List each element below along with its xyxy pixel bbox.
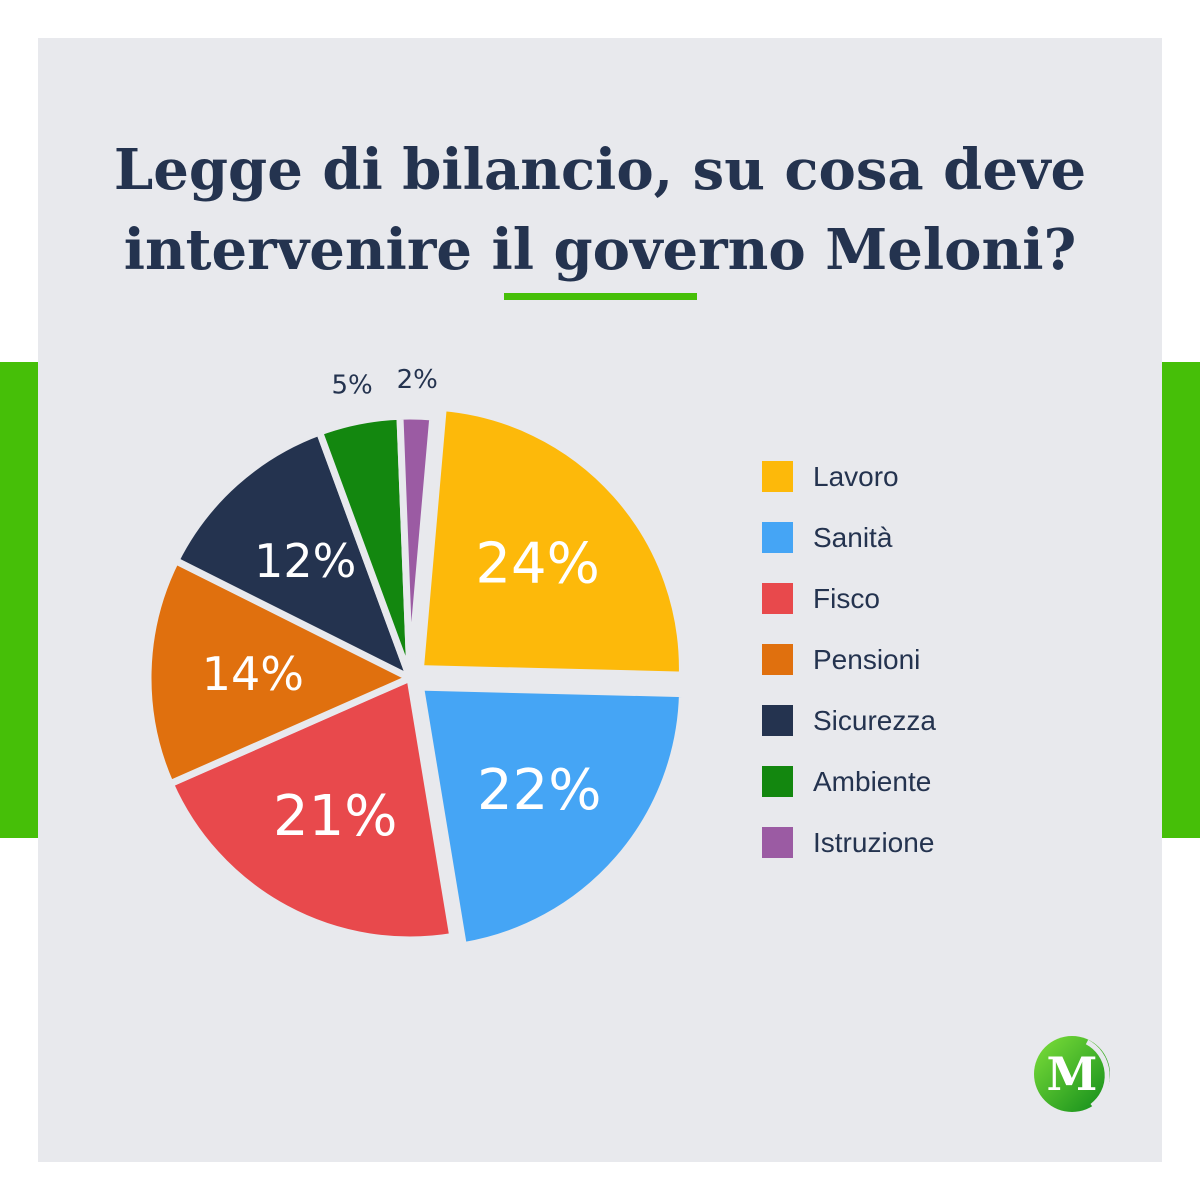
slice-label-pensioni: 14% bbox=[202, 647, 304, 701]
chart-card: Legge di bilancio, su cosa deve interven… bbox=[38, 38, 1162, 1162]
slice-label-fisco: 21% bbox=[273, 784, 397, 849]
logo-circle-icon bbox=[1034, 1036, 1110, 1112]
pie-slice-fisco bbox=[166, 674, 457, 944]
legend-item-lavoro: Lavoro bbox=[762, 446, 936, 507]
pie-chart: 24% 22% 21% 14% 12% 5% 2% bbox=[144, 365, 686, 950]
pie-slice-pensioni bbox=[144, 557, 414, 788]
left-accent-bar bbox=[0, 362, 40, 838]
legend-item-pensioni: Pensioni bbox=[762, 629, 936, 690]
pie-slice-sanita bbox=[417, 683, 686, 950]
slice-label-lavoro: 24% bbox=[475, 531, 599, 596]
legend-swatch bbox=[762, 827, 793, 858]
legend-swatch bbox=[762, 583, 793, 614]
legend-swatch bbox=[762, 644, 793, 675]
legend-item-ambiente: Ambiente bbox=[762, 751, 936, 812]
legend-label: Sanità bbox=[813, 521, 893, 553]
brand-logo: M bbox=[1034, 1036, 1110, 1112]
right-accent-bar bbox=[1160, 362, 1200, 838]
slice-label-sicurezza: 12% bbox=[254, 534, 356, 588]
slice-label-sanita: 22% bbox=[477, 758, 601, 823]
chart-title: Legge di bilancio, su cosa deve interven… bbox=[113, 137, 1087, 283]
slice-label-ambiente: 5% bbox=[331, 371, 372, 401]
legend-label: Lavoro bbox=[813, 460, 899, 492]
legend-swatch bbox=[762, 522, 793, 553]
title-underline bbox=[504, 293, 697, 300]
pie-slice-sicurezza bbox=[172, 428, 414, 682]
legend-label: Fisco bbox=[813, 582, 880, 614]
legend-label: Sicurezza bbox=[813, 704, 936, 736]
logo-letter: M bbox=[1047, 1047, 1098, 1101]
legend-item-sanita: Sanità bbox=[762, 507, 936, 568]
legend-label: Istruzione bbox=[813, 826, 935, 858]
legend-label: Pensioni bbox=[813, 643, 921, 675]
legend-label: Ambiente bbox=[813, 765, 932, 797]
legend-item-sicurezza: Sicurezza bbox=[762, 690, 936, 751]
legend-swatch bbox=[762, 705, 793, 736]
chart-legend: Lavoro Sanità Fisco Pensioni Sicurezza Ambien… bbox=[762, 446, 936, 873]
slice-label-istruzione: 2% bbox=[397, 365, 438, 395]
pie-slice-istruzione bbox=[396, 412, 437, 682]
legend-swatch bbox=[762, 766, 793, 797]
legend-swatch bbox=[762, 461, 793, 492]
legend-item-fisco: Fisco bbox=[762, 568, 936, 629]
pie-slice-lavoro bbox=[416, 404, 686, 679]
legend-item-istruzione: Istruzione bbox=[762, 812, 936, 873]
